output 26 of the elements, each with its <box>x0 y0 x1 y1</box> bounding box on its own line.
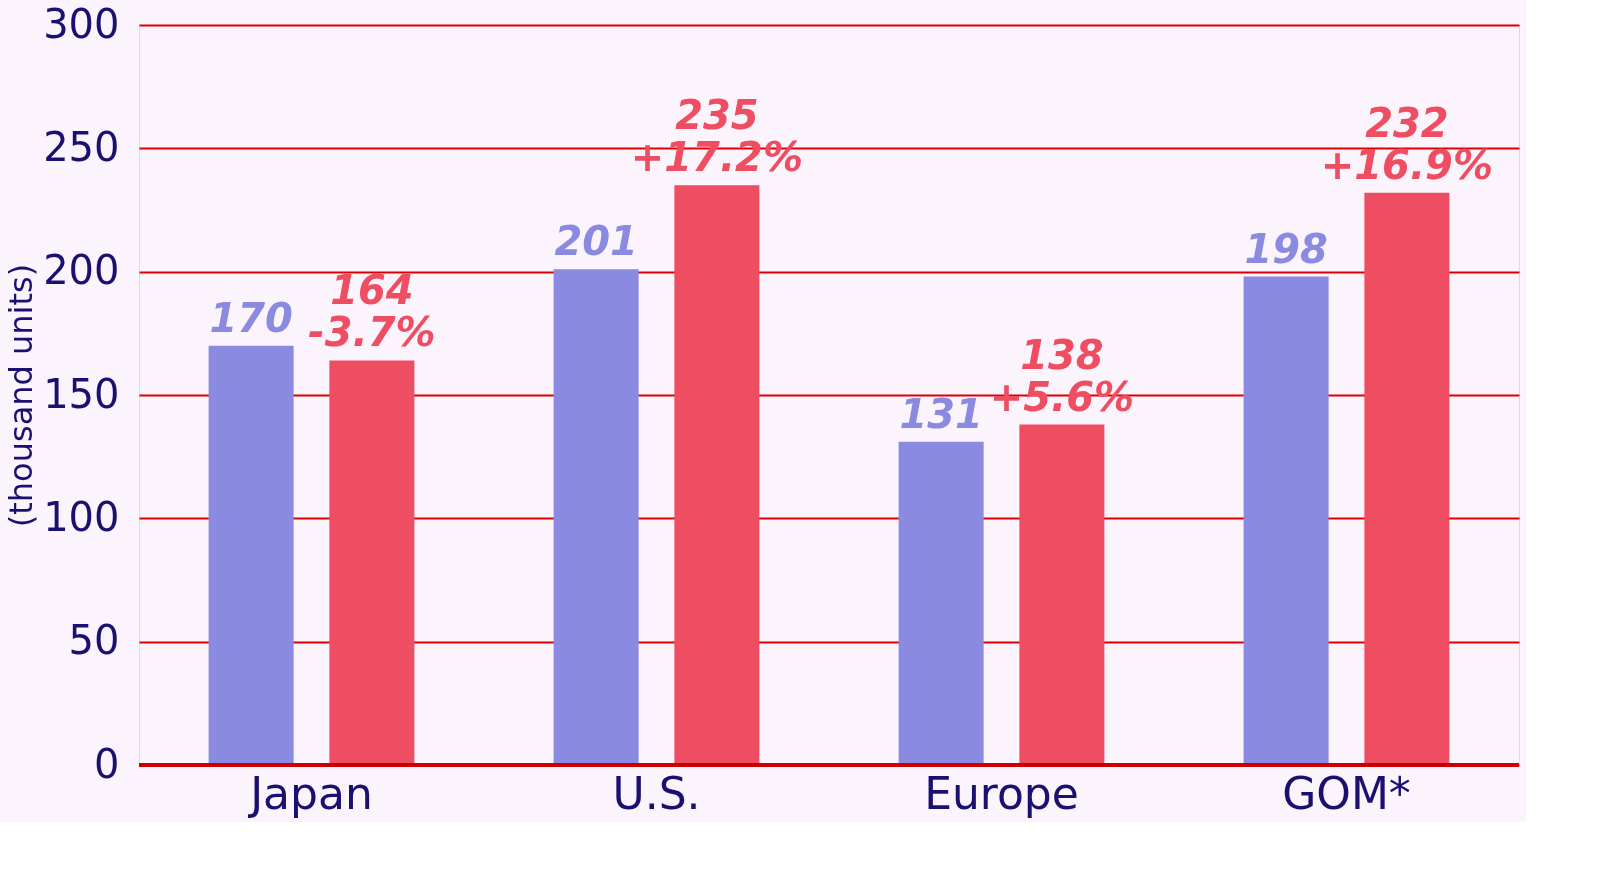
bar <box>329 360 415 765</box>
bar <box>898 441 984 765</box>
data-label: 198 <box>1244 225 1328 272</box>
y-tick-label: 300 <box>43 0 120 47</box>
bar <box>1243 276 1329 765</box>
x-tick-label: GOM* <box>1282 767 1411 819</box>
data-label: 201 <box>554 218 638 265</box>
y-tick-label: 150 <box>43 370 120 417</box>
text: 232 +16.9% <box>1320 99 1494 188</box>
y-axis-title: (thousand units) <box>2 263 41 528</box>
x-tick-label: Japan <box>247 767 373 819</box>
y-tick-label: 50 <box>68 617 120 664</box>
y-tick-label: 0 <box>94 740 120 787</box>
bar <box>553 269 639 765</box>
y-tick-label: 200 <box>43 247 120 294</box>
text: 164 -3.7% <box>308 267 436 356</box>
bar <box>674 185 760 765</box>
data-label: 131 <box>899 390 983 437</box>
data-label: 170 <box>209 294 293 341</box>
bar <box>1019 424 1105 765</box>
y-tick-label: 250 <box>43 123 120 170</box>
x-tick-label: U.S. <box>612 767 701 819</box>
x-tick-label: Europe <box>924 767 1079 819</box>
y-tick-label: 100 <box>43 493 120 540</box>
bar <box>1364 192 1450 765</box>
bar <box>208 345 294 765</box>
